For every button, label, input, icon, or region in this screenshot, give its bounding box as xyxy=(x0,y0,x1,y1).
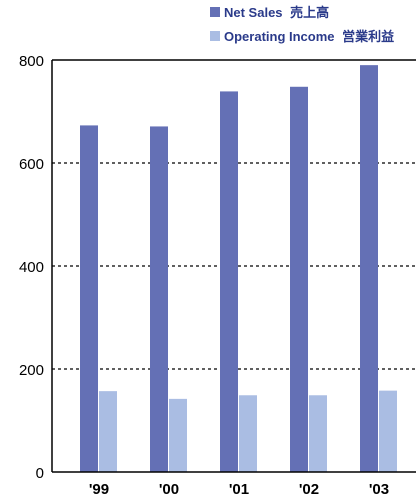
x-tick-label: '02 xyxy=(299,481,319,498)
bar-net-sales xyxy=(220,91,238,472)
bars xyxy=(80,65,397,473)
bar-operating-income xyxy=(169,398,187,472)
bar-net-sales xyxy=(360,65,378,473)
y-tick-label: 800 xyxy=(19,53,44,70)
y-axis-ticks: 0 200 400 600 800 xyxy=(19,53,44,482)
y-tick-label: 0 xyxy=(36,465,44,482)
legend-swatch-net-sales xyxy=(210,7,220,17)
x-tick-label: '99 xyxy=(89,481,109,498)
bar-operating-income xyxy=(379,390,397,472)
y-tick-label: 400 xyxy=(19,259,44,276)
y-tick-label: 200 xyxy=(19,362,44,379)
bar-net-sales xyxy=(150,126,168,472)
legend: Net Sales 売上高 Operating Income 営業利益 xyxy=(210,5,394,44)
legend-label-operating-income: Operating Income 営業利益 xyxy=(224,29,394,44)
x-tick-label: '01 xyxy=(229,481,249,498)
axes xyxy=(51,59,416,473)
bar-operating-income xyxy=(99,391,117,472)
legend-swatch-operating-income xyxy=(210,31,220,41)
x-tick-label: '03 xyxy=(369,481,389,498)
bar-net-sales xyxy=(80,125,98,472)
y-tick-label: 600 xyxy=(19,156,44,173)
x-tick-label: '00 xyxy=(159,481,179,498)
x-axis-ticks: '99 '00 '01 '02 '03 xyxy=(89,481,389,498)
bar-operating-income xyxy=(309,395,327,472)
legend-label-net-sales: Net Sales 売上高 xyxy=(224,5,329,20)
bar-operating-income xyxy=(239,395,257,472)
bar-net-sales xyxy=(290,86,308,472)
